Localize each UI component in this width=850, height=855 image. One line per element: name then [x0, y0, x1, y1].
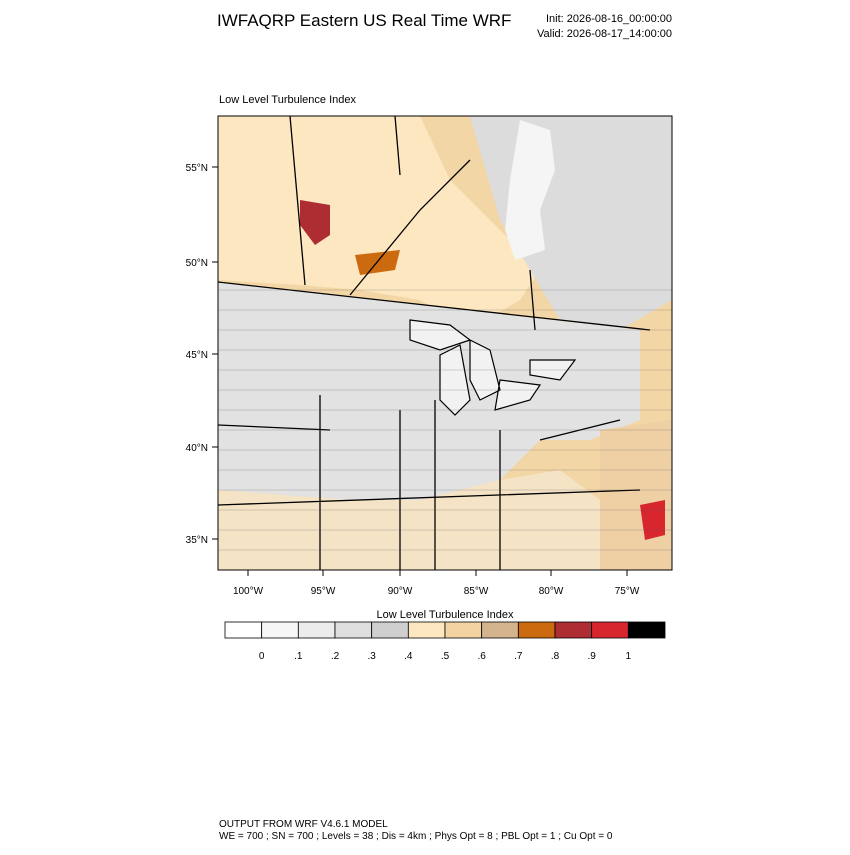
lat-label: 55°N	[186, 163, 208, 174]
colorbar-box	[591, 621, 629, 639]
colorbar-box	[627, 621, 666, 639]
lon-label: 95°W	[311, 586, 336, 597]
atlantic-field	[600, 420, 672, 570]
colorbar-box	[407, 621, 446, 639]
lon-label: 85°W	[464, 586, 489, 597]
lon-label: 80°W	[539, 586, 564, 597]
map-frame	[217, 115, 673, 571]
footer-line: OUTPUT FROM WRF V4.6.1 MODEL	[219, 819, 388, 830]
colorbar-title: Low Level Turbulence Index	[377, 609, 514, 621]
lat-label: 45°N	[186, 350, 208, 361]
colorbar-label: .4	[404, 651, 413, 662]
colorbar-box	[481, 621, 519, 639]
county-lines	[218, 289, 672, 551]
map	[217, 115, 673, 571]
colorbar-label: .8	[551, 651, 560, 662]
colorbar-box	[554, 621, 593, 639]
lon-label: 90°W	[388, 586, 413, 597]
colorbar-box	[334, 621, 373, 639]
us-field	[218, 282, 640, 500]
colorbar-box	[444, 621, 483, 639]
lon-label: 100°W	[233, 586, 264, 597]
valid-time: Valid: 2026-08-17_14:00:00	[537, 28, 672, 40]
colorbar-label: .6	[477, 651, 486, 662]
great-lakes	[409, 319, 577, 416]
colorbar-label: .5	[441, 651, 450, 662]
lat-label: 50°N	[186, 258, 208, 269]
colorbar-box	[224, 621, 263, 639]
title: IWFAQRP Eastern US Real Time WRF	[217, 11, 511, 30]
map-title: Low Level Turbulence Index	[219, 94, 356, 106]
colorbar-box	[517, 621, 556, 639]
colorbar-label: 1	[626, 651, 632, 662]
colorbar-label: .3	[367, 651, 376, 662]
footer-line: WE = 700 ; SN = 700 ; Levels = 38 ; Dis …	[219, 831, 613, 842]
canada-field	[218, 116, 540, 330]
lat-label: 40°N	[186, 443, 208, 454]
colorbar-label: .1	[294, 651, 303, 662]
colorbar: 0 .1 .2 .3 .4 .5 .6 .7 .8 .9 1	[224, 621, 666, 662]
high-index-area	[300, 200, 330, 245]
colorbar-label: .9	[587, 651, 596, 662]
lat-label: 35°N	[186, 535, 208, 546]
colorbar-label: .7	[514, 651, 523, 662]
colorbar-label: 0	[259, 651, 265, 662]
colorbar-box	[297, 621, 336, 639]
colorbar-box	[261, 621, 299, 639]
colorbar-label: .2	[331, 651, 340, 662]
lon-label: 75°W	[615, 586, 640, 597]
init-time: Init: 2026-08-16_00:00:00	[546, 13, 672, 25]
hudson-bay	[505, 120, 555, 260]
colorbar-box	[371, 621, 409, 639]
